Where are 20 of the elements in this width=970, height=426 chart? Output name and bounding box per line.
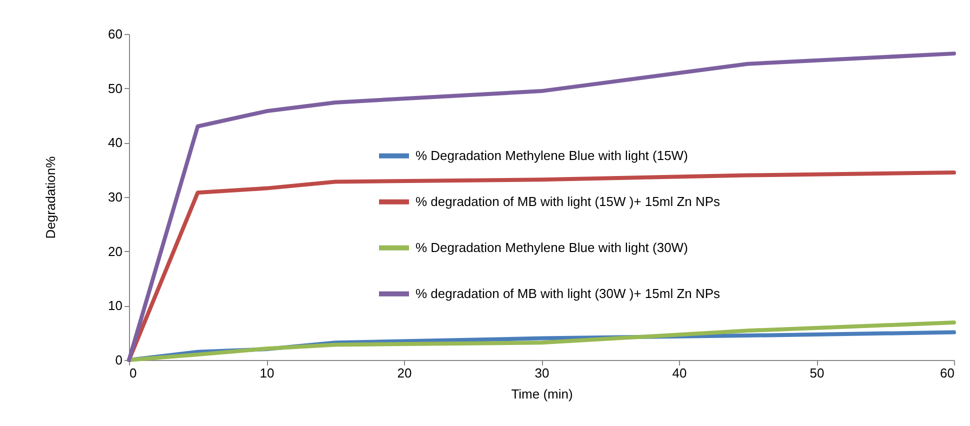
- legend-label: % degradation of MB with light (30W )+ 15ml Zn NPs: [416, 286, 721, 301]
- y-tick-label: 10: [108, 298, 122, 314]
- y-tick-label: 40: [108, 135, 122, 150]
- y-tick-label: 60: [108, 26, 122, 42]
- x-tick-label: 40: [672, 366, 687, 380]
- legend-label: % Degradation Methylene Blue with light (30W): [416, 240, 688, 255]
- y-tick-label: 30: [108, 190, 122, 204]
- y-tick-label: 0: [115, 352, 122, 368]
- x-tick-label: 10: [260, 366, 274, 380]
- x-axis-title: Time (min): [511, 386, 573, 402]
- x-tick-label: 30: [534, 366, 550, 380]
- y-tick-label: 50: [108, 80, 122, 96]
- legend-label: % Degradation Methylene Blue with light (15W): [416, 148, 688, 163]
- y-axis-title: Degradation%: [43, 156, 58, 239]
- x-tick-label: 20: [397, 366, 412, 380]
- y-tick-label: 20: [108, 244, 122, 259]
- x-tick-label: 60: [940, 366, 954, 380]
- x-tick-label: 50: [810, 366, 824, 380]
- x-tick-label: 0: [130, 366, 137, 380]
- legend-label: % degradation of MB with light (15W )+ 15ml Zn NPs: [416, 194, 721, 209]
